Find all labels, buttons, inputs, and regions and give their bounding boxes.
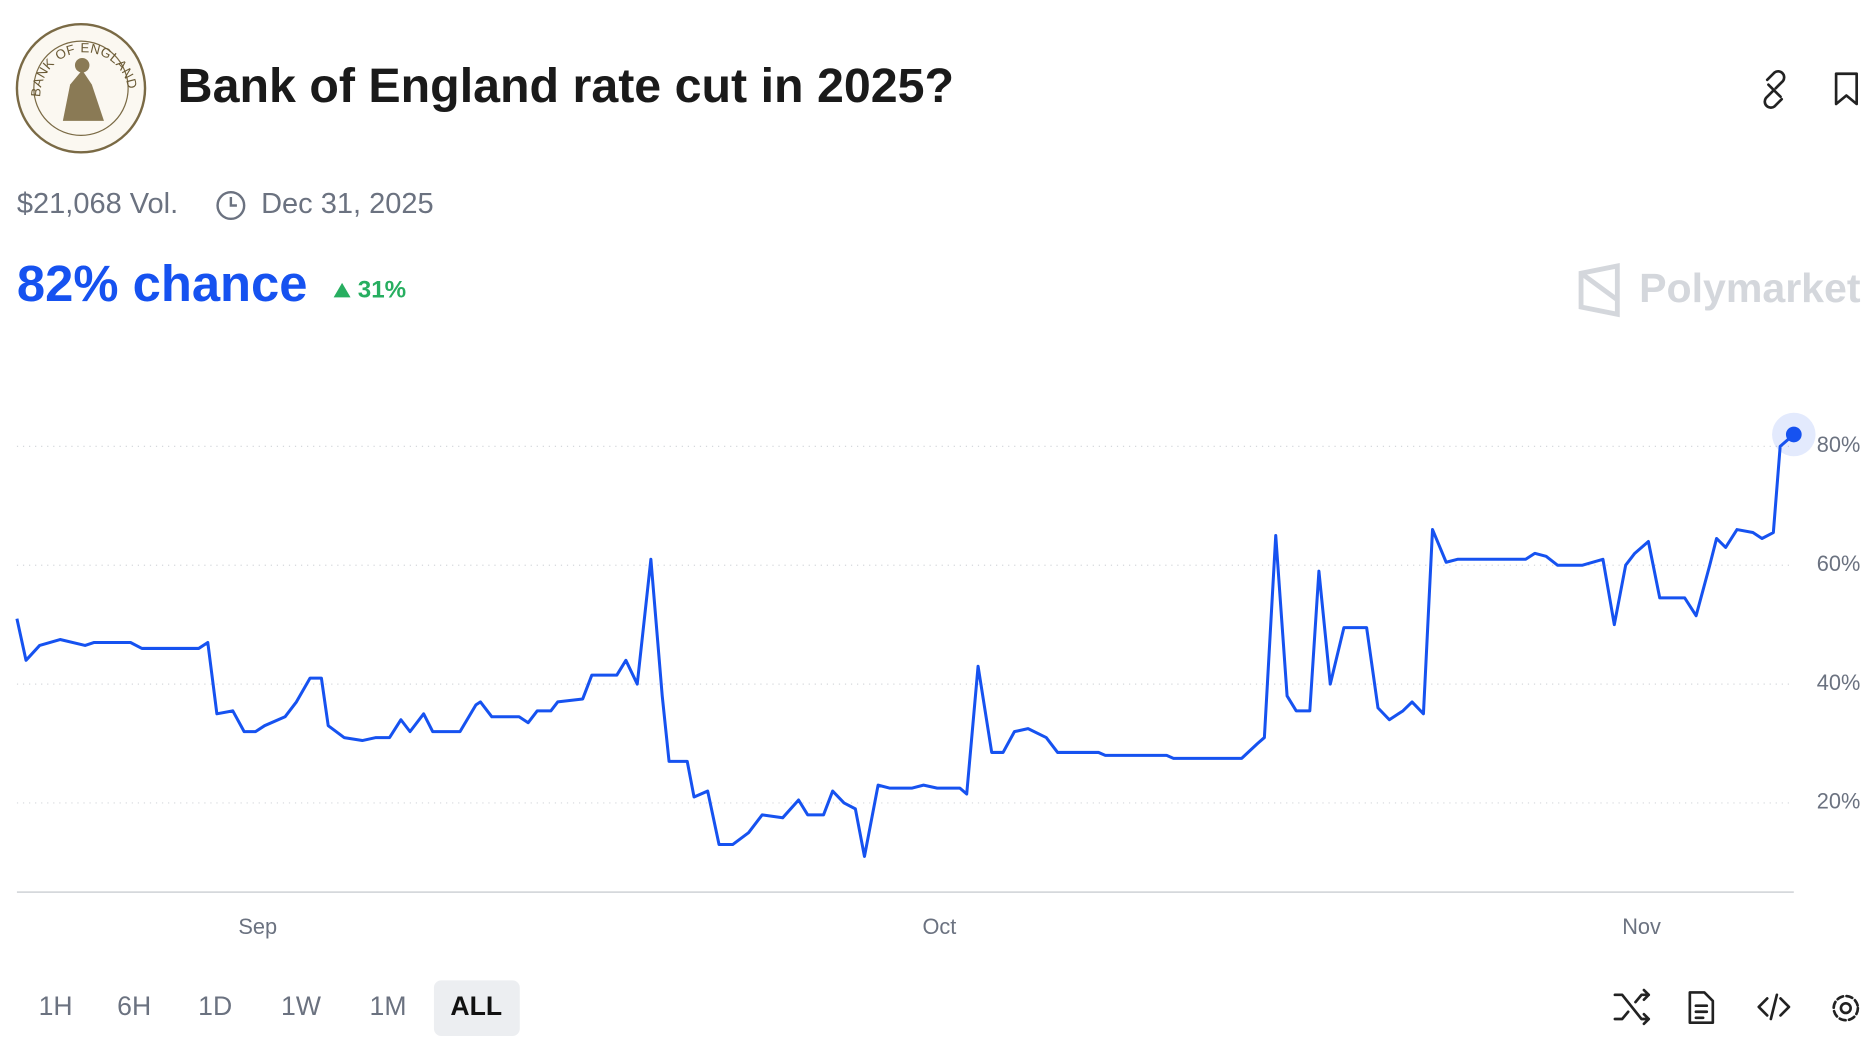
link-icon[interactable]: [1763, 70, 1786, 109]
range-button[interactable]: 1W: [281, 991, 321, 1021]
range-button[interactable]: 1M: [370, 991, 407, 1021]
range-button[interactable]: 1H: [39, 991, 73, 1021]
end-date: Dec 31, 2025: [261, 188, 434, 220]
y-tick-label: 20%: [1817, 789, 1861, 814]
brand: Polymarket: [1639, 265, 1861, 311]
range-button[interactable]: 1D: [198, 991, 232, 1021]
up-arrow: [333, 282, 351, 298]
range-button[interactable]: 6H: [117, 991, 151, 1021]
clock-icon: [216, 191, 246, 221]
chance: 82% chance: [17, 255, 308, 312]
range-button[interactable]: ALL: [450, 991, 502, 1021]
brand-logo: [1578, 263, 1620, 318]
x-tick-label: Nov: [1622, 914, 1661, 939]
y-tick-label: 60%: [1817, 551, 1861, 576]
volume: $21,068 Vol.: [17, 188, 178, 220]
document-icon[interactable]: [1688, 991, 1715, 1024]
range-active-bg: [433, 980, 520, 1036]
code-icon[interactable]: [1757, 993, 1791, 1021]
range-buttons: 1H 6H 1D 1W 1M ALL: [39, 991, 502, 1021]
x-tick-label: Sep: [238, 914, 277, 939]
settings-icon[interactable]: [1832, 994, 1860, 1022]
x-tick-label: Oct: [923, 914, 957, 939]
shuffle-icon[interactable]: [1613, 988, 1651, 1026]
change: 31%: [358, 277, 406, 304]
y-tick-label: 40%: [1817, 670, 1861, 695]
last-point: [1785, 426, 1802, 443]
title: Bank of England rate cut in 2025?: [178, 59, 954, 113]
bookmark-icon[interactable]: [1834, 72, 1858, 106]
logo: BANK OF ENGLAND: [15, 22, 147, 154]
y-tick-label: 80%: [1817, 432, 1861, 457]
series-line: [15, 433, 1795, 858]
